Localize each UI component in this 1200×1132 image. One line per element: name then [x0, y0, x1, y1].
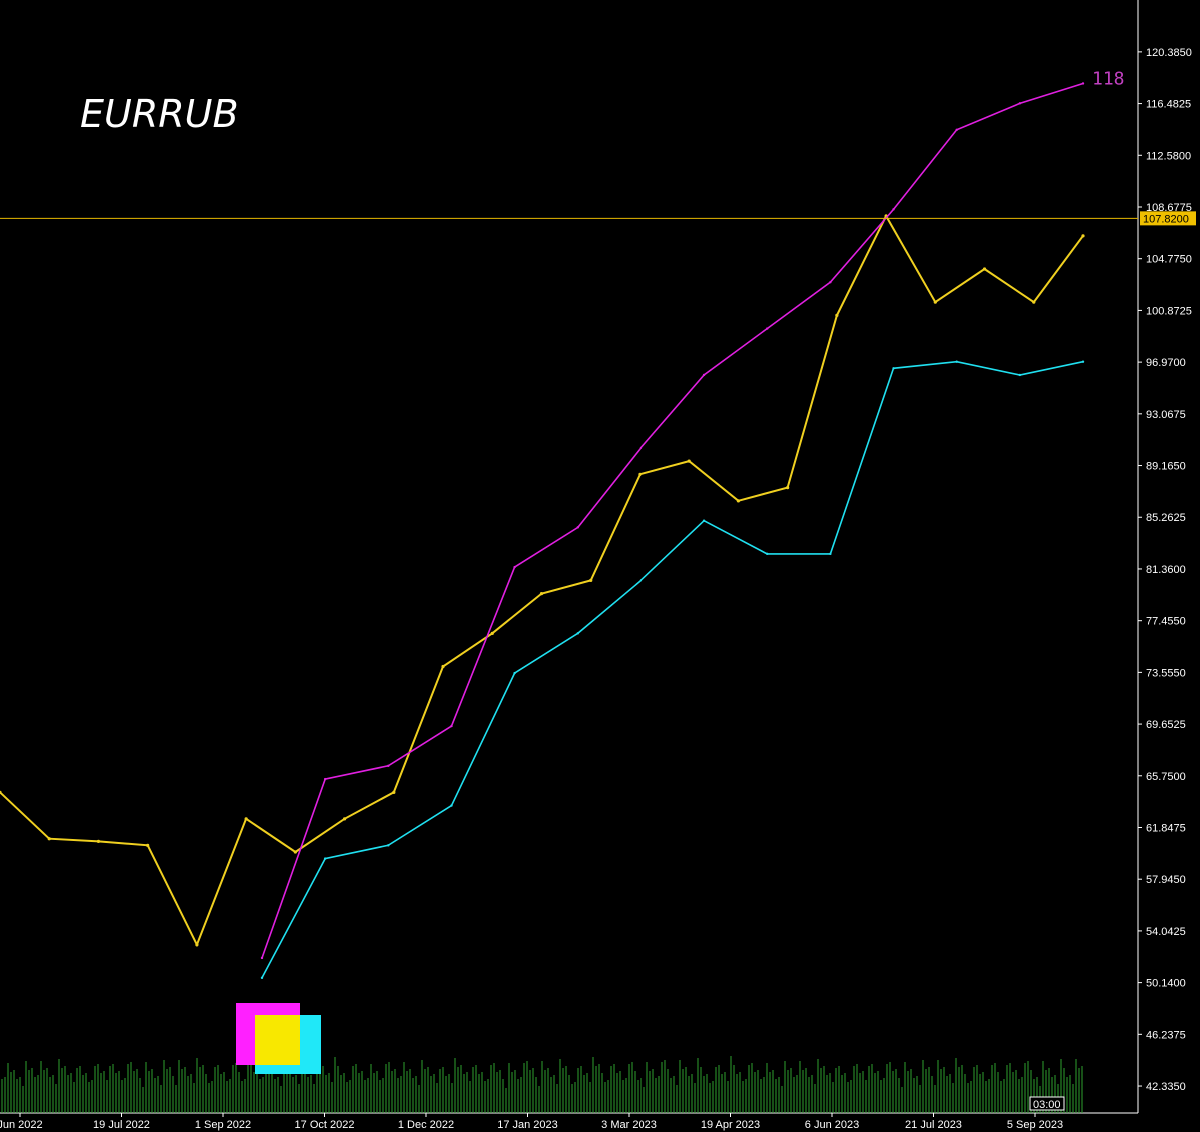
x-tick-label: 19 Jul 2022	[93, 1119, 150, 1131]
series-point-1	[576, 526, 579, 529]
x-tick-label: 17 Oct 2022	[295, 1119, 355, 1131]
series-point-2	[576, 632, 579, 635]
series-line-1	[261, 82, 1084, 959]
y-tick-label: 108.6775	[1146, 202, 1192, 214]
y-tick-label: 89.1650	[1146, 461, 1186, 473]
series-point-0	[687, 459, 691, 463]
time-label-box	[1029, 1096, 1065, 1111]
y-tick-label: 69.6525	[1146, 719, 1186, 731]
axes: 120.3850 116.4825 112.5800 108.6775 104.7750…	[0, 47, 1196, 1131]
symbol-title: EURRUB	[80, 92, 239, 136]
series-point-0	[539, 592, 544, 596]
x-tick-label: 17 Jan 2023	[497, 1119, 558, 1131]
series-point-1	[1018, 102, 1022, 105]
series-point-1	[639, 446, 643, 450]
series-point-0	[736, 499, 741, 503]
series-point-2	[829, 552, 832, 556]
series-point-0	[47, 837, 51, 841]
widget-yellow-box	[255, 1015, 300, 1065]
series-point-0	[342, 817, 347, 821]
series-point-2	[766, 552, 769, 556]
y-tick-label: 61.8475	[1146, 822, 1186, 834]
series-point-1	[1081, 82, 1085, 85]
y-tick-label: 85.2625	[1146, 512, 1186, 524]
series-point-0	[146, 843, 150, 847]
current-price-badge	[1140, 211, 1196, 226]
indicator-widget[interactable]	[236, 1003, 321, 1074]
x-tick-label: 3 Mar 2023	[601, 1119, 657, 1131]
series-point-1	[955, 128, 958, 132]
y-tick-label: 57.9450	[1146, 874, 1186, 886]
y-tick-label: 100.8725	[1146, 305, 1192, 317]
y-tick-label: 112.5800	[1146, 150, 1191, 162]
series-point-0	[0, 790, 2, 794]
series-point-2	[639, 579, 643, 582]
series-point-1	[387, 764, 390, 768]
series-point-2	[892, 367, 895, 370]
y-tick-label: 120.3850	[1146, 47, 1192, 59]
series-point-2	[702, 519, 706, 522]
y-tick-label: 104.7750	[1146, 254, 1192, 266]
x-tick-label: 21 Jul 2023	[905, 1119, 962, 1131]
y-tick-label: 50.1400	[1146, 978, 1186, 990]
series-point-1	[829, 281, 832, 284]
series-point-0	[1032, 300, 1036, 304]
series-point-2	[387, 844, 390, 847]
y-tick-label: 96.9700	[1146, 357, 1186, 369]
series-point-0	[589, 578, 593, 582]
series-point-1	[892, 208, 895, 211]
y-tick-label: 93.0675	[1146, 409, 1186, 421]
series-point-2	[955, 360, 958, 363]
series-point-0	[835, 313, 839, 317]
series-point-0	[244, 817, 248, 821]
series-point-0	[293, 850, 297, 854]
series-point-2	[450, 804, 453, 807]
y-tick-label: 116.4825	[1146, 99, 1191, 111]
y-tick-label: 81.3600	[1146, 564, 1186, 576]
series-point-0	[933, 300, 937, 304]
series-point-0	[392, 790, 396, 794]
series-point-0	[638, 472, 642, 476]
series-point-2	[513, 671, 516, 675]
volume-bars	[1, 1056, 1083, 1113]
y-tick-label: 54.0425	[1146, 926, 1186, 938]
y-tick-label: 77.4550	[1146, 616, 1186, 628]
series-point-2	[1081, 360, 1085, 363]
series-point-1	[702, 373, 706, 377]
series-point-0	[786, 486, 790, 490]
x-tick-label: 1 Dec 2022	[398, 1119, 454, 1131]
time-label: 03:00	[1033, 1099, 1061, 1111]
upper-band-end-label: 118	[1092, 68, 1125, 89]
series-point-1	[260, 956, 264, 960]
series-point-0	[195, 943, 199, 947]
series-point-0	[1081, 234, 1085, 238]
series-line-2	[261, 360, 1084, 979]
chart-frame	[0, 0, 1139, 1114]
series-point-0	[982, 267, 987, 271]
x-tick-label: 5 Sep 2023	[1007, 1119, 1063, 1131]
x-tick-label: 1 Sep 2022	[195, 1119, 251, 1131]
y-tick-label: 42.3350	[1146, 1081, 1186, 1093]
series-point-1	[323, 777, 327, 781]
series-point-1	[450, 724, 453, 728]
series-point-1	[766, 327, 769, 330]
y-tick-label: 73.5550	[1146, 667, 1186, 679]
series-point-0	[490, 631, 494, 635]
series-point-2	[260, 976, 264, 980]
x-tick-label: Jun 2022	[0, 1119, 43, 1131]
series-point-0	[441, 664, 445, 669]
series-point-1	[513, 565, 516, 569]
series-point-2	[323, 857, 327, 860]
y-tick-label: 65.7500	[1146, 771, 1186, 783]
y-tick-label: 46.2375	[1146, 1029, 1186, 1041]
x-tick-label: 19 Apr 2023	[701, 1119, 760, 1131]
current-price-label: 107.8200	[1143, 213, 1189, 225]
series-point-0	[96, 839, 101, 843]
series-line-0	[0, 213, 1084, 948]
x-tick-label: 6 Jun 2023	[805, 1119, 859, 1131]
series-lines: 118	[0, 68, 1125, 980]
series-point-2	[1018, 373, 1022, 377]
